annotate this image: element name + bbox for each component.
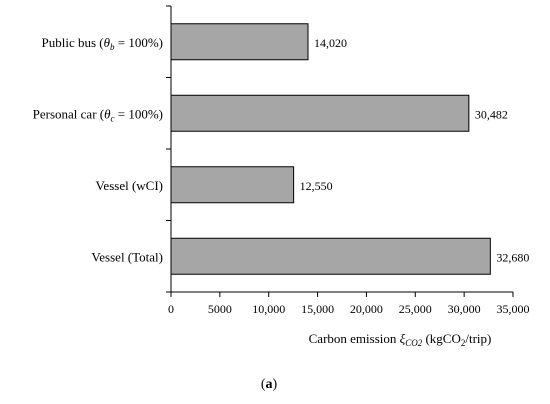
category-label: Vessel (Total) [91, 249, 163, 264]
x-tick-label: 0 [168, 302, 174, 316]
category-label: Personal car (θc = 100%) [33, 106, 163, 123]
x-axis-title: Carbon emission ξCO2 (kgCO2/trip) [309, 331, 492, 348]
category-label: Vessel (wCI) [95, 178, 163, 193]
data-labels: 14,020 30,482 12,550 32,680 [300, 36, 530, 265]
bar [170, 237, 491, 275]
x-tick-label: 15,000 [301, 302, 334, 316]
category-labels: Public bus (θb = 100%) Personal car (θc =… [33, 35, 163, 265]
x-tick-label: 5000 [208, 302, 232, 316]
x-ticks: 0 5000 10,000 15,000 20,000 25,000 30,000 35,00… [166, 5, 530, 316]
x-tick-label: 25,000 [399, 302, 432, 316]
data-label: 14,020 [314, 36, 347, 50]
category-label: Public bus (θb = 100%) [41, 35, 163, 52]
panel-label: (a) [261, 377, 278, 392]
bar [170, 94, 470, 132]
data-label: 32,680 [496, 250, 529, 264]
bar [170, 23, 309, 61]
x-tick-label: 10,000 [252, 302, 285, 316]
x-tick-label: 30,000 [448, 302, 481, 316]
x-tick-label: 20,000 [350, 302, 383, 316]
bar [170, 166, 295, 204]
data-label: 12,550 [300, 179, 333, 193]
x-tick-label: 35,000 [497, 302, 530, 316]
bars-layer [170, 23, 491, 275]
data-label: 30,482 [475, 107, 508, 121]
